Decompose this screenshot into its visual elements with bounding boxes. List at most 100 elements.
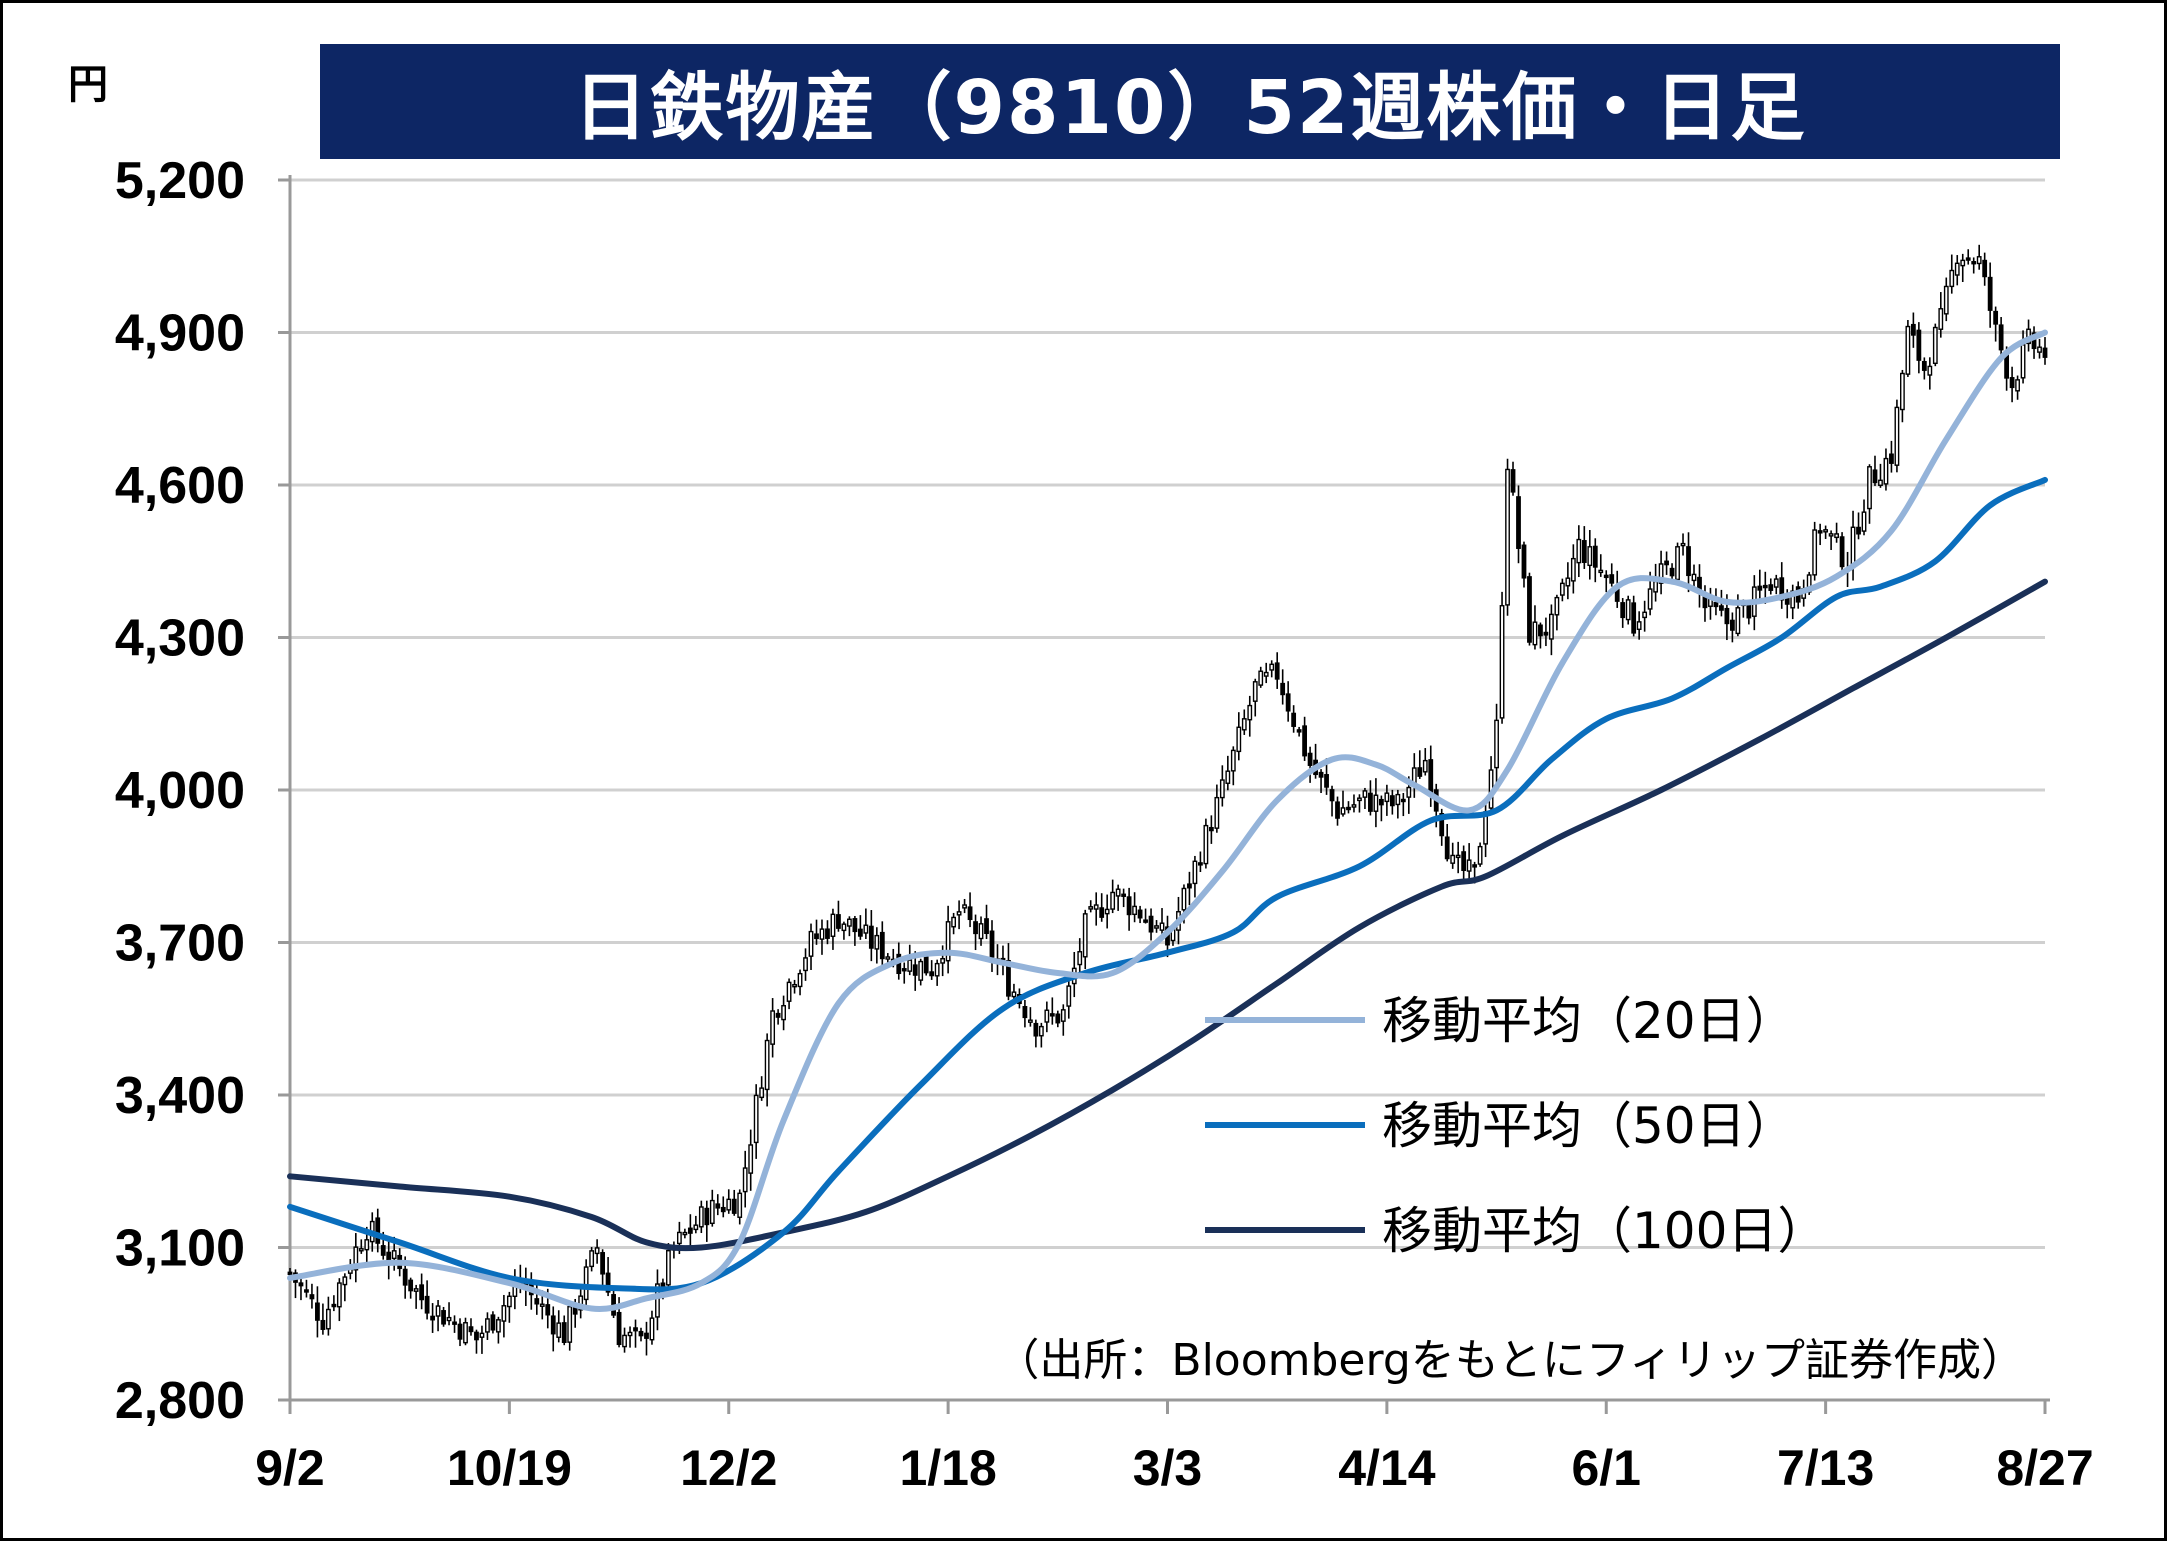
candle-body-up xyxy=(1554,596,1560,616)
candlestick xyxy=(934,959,940,986)
candle-body-down xyxy=(984,918,989,935)
candle-body-up xyxy=(627,1331,633,1337)
candle-body-down xyxy=(380,1245,386,1256)
candle-body-up xyxy=(413,1288,419,1292)
candlestick xyxy=(715,1194,721,1216)
candlestick xyxy=(1313,743,1318,779)
candlestick xyxy=(1943,277,1949,322)
candlestick xyxy=(1285,681,1291,722)
candle-body-down xyxy=(1664,560,1669,566)
candlestick xyxy=(413,1284,419,1309)
candle-body-down xyxy=(1187,883,1192,889)
candlestick xyxy=(1192,855,1198,898)
candle-body-up xyxy=(951,916,957,928)
candlestick xyxy=(1559,578,1565,602)
candlestick xyxy=(1916,322,1922,374)
candle-body-up xyxy=(786,981,792,1002)
candle-body-up xyxy=(589,1250,595,1268)
candle-body-up xyxy=(1949,269,1955,288)
candlestick xyxy=(945,905,951,974)
candle-body-down xyxy=(1581,540,1587,563)
x-tick-label: 12/2 xyxy=(680,1440,777,1496)
candlestick xyxy=(1960,253,1966,283)
candle-body-up xyxy=(1384,792,1390,803)
candle-body-down xyxy=(1609,574,1615,584)
candle-body-up xyxy=(1044,1009,1050,1023)
candlestick xyxy=(1631,595,1637,637)
candlestick xyxy=(457,1318,463,1347)
candlestick xyxy=(737,1189,743,1225)
candle-body-up xyxy=(1395,793,1401,806)
x-tick-label: 3/3 xyxy=(1133,1440,1203,1496)
candlestick xyxy=(1653,563,1659,602)
candle-body-down xyxy=(638,1330,644,1337)
candle-body-up xyxy=(1093,904,1099,910)
candle-body-up xyxy=(693,1224,699,1231)
candlestick xyxy=(720,1196,726,1218)
candlestick xyxy=(693,1215,699,1234)
candlestick xyxy=(1965,249,1971,265)
candlestick xyxy=(561,1315,567,1346)
candlestick xyxy=(325,1296,331,1336)
candle-body-up xyxy=(830,913,836,937)
candle-body-down xyxy=(1417,767,1423,777)
candlestick xyxy=(649,1310,655,1345)
candlestick xyxy=(1592,538,1598,583)
candle-body-up xyxy=(1027,1019,1033,1023)
candlestick xyxy=(753,1084,759,1159)
candle-body-down xyxy=(1033,1022,1039,1037)
candlestick xyxy=(1335,796,1340,826)
candle-body-up xyxy=(885,956,891,960)
candlestick xyxy=(1247,695,1253,737)
candlestick xyxy=(731,1189,737,1216)
candlestick xyxy=(1022,999,1028,1028)
candle-body-down xyxy=(468,1326,474,1333)
candle-body-up xyxy=(1549,613,1554,640)
candlestick xyxy=(419,1273,425,1310)
candle-body-up xyxy=(1252,681,1258,702)
candle-body-up xyxy=(1861,511,1867,532)
candle-body-up xyxy=(1115,888,1121,897)
candle-body-down xyxy=(1274,662,1280,680)
candle-body-up xyxy=(506,1295,512,1308)
candlestick xyxy=(1927,357,1933,390)
candle-body-down xyxy=(441,1310,446,1325)
candlestick xyxy=(967,892,973,928)
candle-body-down xyxy=(901,968,907,972)
candlestick xyxy=(863,908,869,940)
candle-body-down xyxy=(1762,584,1768,589)
candlestick xyxy=(852,915,858,946)
candle-body-up xyxy=(1559,582,1565,596)
candlestick xyxy=(1883,448,1889,491)
candle-body-down xyxy=(1724,607,1730,625)
candlestick xyxy=(973,914,978,951)
candle-body-down xyxy=(1516,496,1521,549)
candlestick xyxy=(1878,463,1883,488)
candlestick xyxy=(1549,604,1554,656)
candle-body-down xyxy=(550,1315,556,1335)
candle-body-down xyxy=(287,1271,293,1275)
axes: 2,800 3,100 3,400 3,700 4,000 4,300 4,600 4,900… xyxy=(115,152,2094,1496)
candlestick xyxy=(874,927,880,964)
candlestick xyxy=(1066,978,1072,1019)
candle-body-up xyxy=(1455,854,1461,859)
ma20-line xyxy=(287,329,2048,1312)
candlestick xyxy=(474,1329,479,1354)
candle-body-up xyxy=(1598,569,1604,574)
candle-body-down xyxy=(1428,759,1434,796)
candle-body-up xyxy=(792,983,797,988)
candle-body-up xyxy=(676,1231,682,1245)
candle-body-down xyxy=(1280,682,1286,696)
candle-body-up xyxy=(1038,1025,1044,1037)
candlestick xyxy=(918,958,924,986)
candlestick xyxy=(1921,357,1927,380)
candle-body-up xyxy=(567,1305,573,1343)
candlestick xyxy=(1494,703,1499,785)
candlestick xyxy=(1115,884,1121,911)
candlestick xyxy=(1357,794,1362,813)
candlestick xyxy=(1143,908,1148,924)
candle-body-down xyxy=(1620,602,1626,619)
candlestick xyxy=(1466,843,1472,883)
candlestick xyxy=(989,920,995,972)
candlestick xyxy=(951,912,957,935)
